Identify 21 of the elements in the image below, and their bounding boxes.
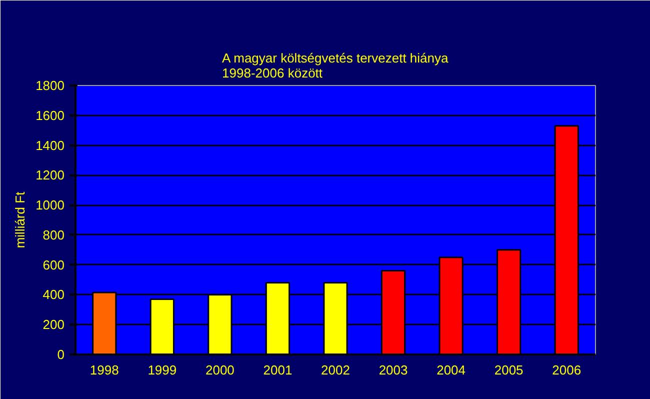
y-tick-label: 1000 bbox=[36, 198, 64, 213]
x-tick-label: 2000 bbox=[205, 362, 234, 378]
x-tick-label: 2002 bbox=[321, 362, 350, 378]
y-tick-label: 1600 bbox=[36, 108, 64, 123]
y-tick-label: 600 bbox=[42, 257, 65, 272]
y-tick-label: 800 bbox=[42, 227, 65, 242]
x-tick-label: 2005 bbox=[494, 362, 524, 378]
y-tick-label: 1400 bbox=[36, 138, 64, 153]
y-axis-title: milliárd Ft bbox=[12, 191, 28, 248]
y-tick-label: 1200 bbox=[36, 168, 64, 183]
y-tick-label: 0 bbox=[57, 347, 65, 362]
y-tick-label: 1800 bbox=[36, 78, 64, 93]
x-tick-label: 2001 bbox=[263, 362, 292, 378]
chart-title: A magyar költségvetés tervezett hiánya 1998-2006 között bbox=[222, 50, 449, 80]
y-tick-label: 200 bbox=[42, 317, 65, 332]
y-tick-label: 400 bbox=[42, 287, 65, 302]
x-tick-label: 1998 bbox=[90, 362, 119, 378]
x-tick-label: 2006 bbox=[552, 362, 582, 378]
x-tick-label: 2003 bbox=[378, 362, 408, 378]
x-tick-label: 1999 bbox=[148, 362, 177, 378]
x-tick-label: 2004 bbox=[436, 362, 466, 378]
